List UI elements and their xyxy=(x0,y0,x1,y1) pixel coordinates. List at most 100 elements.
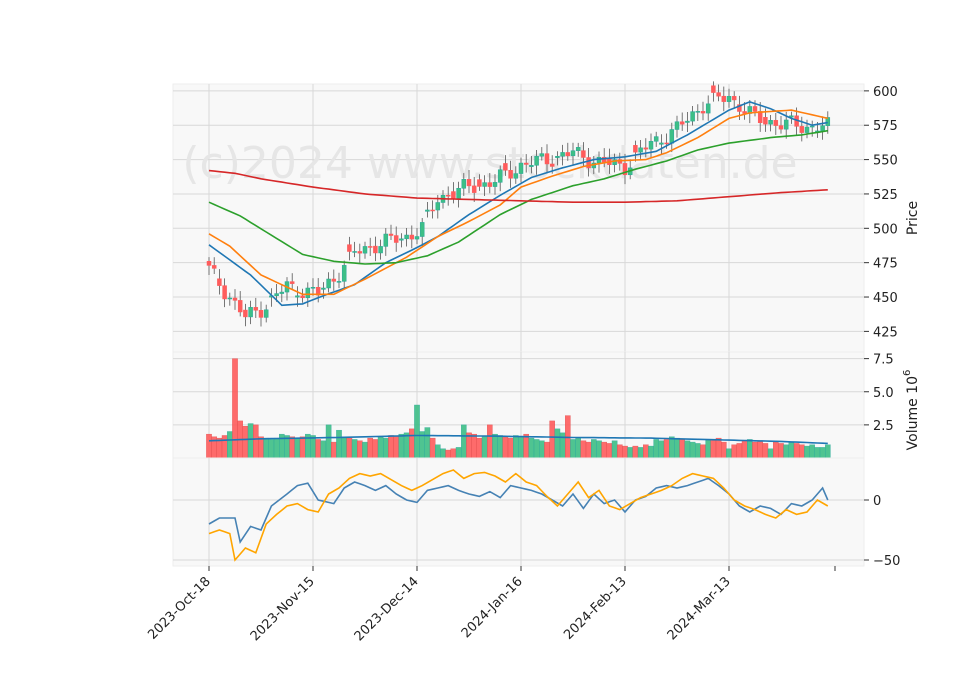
price-tick-label: 575 xyxy=(873,119,898,134)
volume-bar xyxy=(450,448,457,459)
date-tick-label: 2024-Jan-16 xyxy=(459,574,526,641)
candle-body xyxy=(565,152,571,157)
indicator-line xyxy=(208,469,829,562)
volume-bar xyxy=(570,439,576,459)
candle-body xyxy=(659,142,664,145)
candle-body xyxy=(726,96,732,102)
volume-bar xyxy=(362,441,368,459)
candle-body xyxy=(596,156,602,164)
candle-body xyxy=(419,222,425,237)
volume-bar xyxy=(507,437,514,459)
candle-body xyxy=(669,129,675,144)
candle-body xyxy=(508,170,513,179)
candle-body xyxy=(404,234,409,240)
volume-bar xyxy=(580,440,587,459)
volume-bar xyxy=(409,428,415,459)
volume-bar xyxy=(601,441,607,459)
volume-bar xyxy=(414,404,420,459)
volume-bar xyxy=(310,435,316,459)
candle-body xyxy=(321,287,326,290)
volume-bar xyxy=(388,435,394,459)
volume-bar xyxy=(247,423,254,459)
candle-body xyxy=(232,297,238,301)
volume-bar xyxy=(637,447,644,459)
volume-bar xyxy=(372,439,379,459)
candle-body xyxy=(414,236,420,240)
volume-bar xyxy=(268,439,275,459)
candle-body xyxy=(820,125,825,132)
candle-body xyxy=(825,117,831,126)
candle-body xyxy=(451,191,456,199)
volume-bar xyxy=(455,447,462,459)
candle-body xyxy=(466,179,472,187)
price-grid xyxy=(173,84,864,352)
volume-bar xyxy=(726,448,732,459)
candle-body xyxy=(664,142,669,145)
volume-bar xyxy=(710,440,717,459)
volume-bar xyxy=(377,436,384,459)
candle-body xyxy=(685,120,690,123)
volume-bar xyxy=(263,437,270,459)
volume-bar xyxy=(799,444,805,459)
candle-body xyxy=(752,106,758,112)
volume-bar xyxy=(658,440,665,459)
volume-bar xyxy=(669,436,675,459)
volume-bar xyxy=(747,439,753,459)
candle-body xyxy=(383,233,389,247)
volume-bar xyxy=(523,433,529,459)
volume-bar xyxy=(325,424,332,459)
candle-body xyxy=(487,182,493,187)
volume-bar xyxy=(528,437,535,459)
candle-body xyxy=(497,169,503,183)
volume-bar xyxy=(539,440,545,459)
candle-body xyxy=(809,125,815,128)
volume-bar xyxy=(793,443,800,459)
volume-bar xyxy=(429,437,436,459)
candle-body xyxy=(211,265,217,269)
volume-bar xyxy=(741,440,748,459)
candle-body xyxy=(253,307,259,311)
candles xyxy=(206,81,831,327)
volume-bar xyxy=(393,436,400,459)
candle-body xyxy=(471,185,477,193)
volume-bar xyxy=(814,447,821,459)
volume-bar xyxy=(773,441,779,459)
volume-bar xyxy=(611,440,618,459)
candle-body xyxy=(263,309,269,318)
candle-body xyxy=(731,96,737,101)
volume-bar xyxy=(804,445,810,459)
volume-bar xyxy=(663,439,670,459)
volume-tick-label: 7.5 xyxy=(873,353,894,368)
candle-body xyxy=(274,293,279,297)
candle-body xyxy=(633,145,638,153)
candle-body xyxy=(768,120,773,125)
candle-body xyxy=(778,125,784,130)
candle-body xyxy=(461,179,467,189)
candle-body xyxy=(445,194,451,197)
volume-bar xyxy=(674,437,680,459)
volume-bar xyxy=(471,433,478,459)
moving-average-line xyxy=(208,169,828,203)
volume-bar xyxy=(752,441,758,459)
volume-axis-exponent: 6 xyxy=(902,370,913,376)
date-tick-label: 2024-Mar-13 xyxy=(665,574,734,643)
volume-bar xyxy=(632,445,639,459)
volume-axis: 2.5 5.0 7.5 xyxy=(864,353,894,434)
candle-body xyxy=(581,150,586,158)
volume-bar xyxy=(705,439,711,459)
volume-bar xyxy=(533,439,540,459)
candle-body xyxy=(674,121,680,130)
candle-body xyxy=(763,117,768,125)
volume-bar xyxy=(383,437,389,459)
price-tick-label: 425 xyxy=(873,325,898,340)
candle-body xyxy=(425,209,430,212)
candle-body xyxy=(783,119,789,130)
candle-body xyxy=(503,163,508,171)
candle-body xyxy=(331,278,337,282)
volume-bar xyxy=(403,432,410,459)
candle-body xyxy=(549,163,555,167)
volume-bar xyxy=(591,439,597,459)
indicator-axis: 0 −50 xyxy=(864,494,900,569)
volume-bar xyxy=(762,443,769,459)
volume-bar xyxy=(731,444,737,459)
